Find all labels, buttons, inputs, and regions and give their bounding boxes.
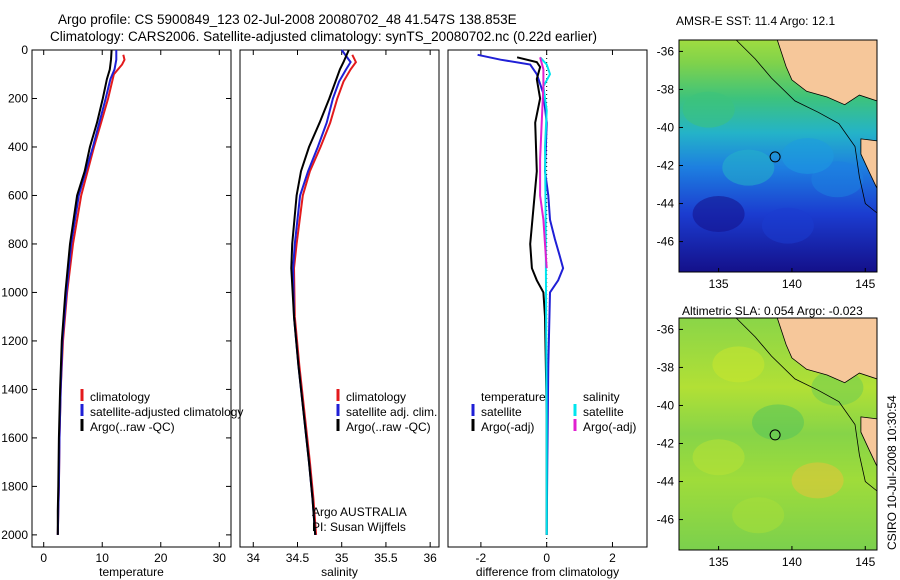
map-texture xyxy=(712,346,765,383)
legend-label: Argo(-adj) xyxy=(583,420,636,434)
map-x-tick-label: 140 xyxy=(782,277,802,291)
legend-label: Argo(..raw -QC) xyxy=(346,420,431,434)
land-tasmania xyxy=(860,138,878,189)
shelf-contour xyxy=(735,317,878,492)
map-y-tick-label: -44 xyxy=(657,197,675,211)
series-line xyxy=(539,56,552,535)
legend-label: Argo(-adj) xyxy=(481,420,534,434)
panel-frame-1 xyxy=(239,49,440,548)
map-y-tick-label: -42 xyxy=(657,437,675,451)
map-texture xyxy=(692,196,745,232)
y-tick-label: 600 xyxy=(8,188,28,202)
panel-frame-0 xyxy=(31,49,232,548)
x-tick-label: 10 xyxy=(96,551,110,565)
map-x-tick-label: 145 xyxy=(855,277,875,291)
map-texture xyxy=(752,404,804,441)
map-y-tick-label: -38 xyxy=(657,82,675,96)
x-tick-label: 36 xyxy=(423,551,437,565)
map-y-tick-label: -44 xyxy=(657,475,675,489)
y-tick-label: 400 xyxy=(8,140,28,154)
y-tick-label: 2000 xyxy=(1,528,28,542)
argo-location-marker xyxy=(769,429,781,441)
map-texture xyxy=(781,138,834,174)
x-axis-label: temperature xyxy=(99,565,164,579)
map-y-tick-label: -42 xyxy=(657,159,675,173)
map-texture xyxy=(732,497,785,534)
series-line xyxy=(516,56,548,535)
x-tick-label: 34 xyxy=(247,551,261,565)
series-line xyxy=(290,49,350,535)
map-x-tick-label: 145 xyxy=(855,555,875,569)
map-x-tick-label: 135 xyxy=(709,555,729,569)
legend-header-temperature: temperature xyxy=(481,390,546,404)
y-tick-label: 1600 xyxy=(1,431,28,445)
map-y-tick-label: -46 xyxy=(657,513,675,527)
map-texture xyxy=(692,439,745,476)
x-axis-label: salinity xyxy=(321,565,358,579)
map-y-tick-label: -36 xyxy=(657,44,675,58)
sst-map-title: AMSR-E SST: 11.4 Argo: 12.1 xyxy=(676,14,836,28)
legend-label: Argo(..raw -QC) xyxy=(90,420,175,434)
y-tick-label: 0 xyxy=(21,43,28,57)
map-x-tick-label: 140 xyxy=(782,555,802,569)
x-tick-label: 34.5 xyxy=(286,551,310,565)
x-tick-label: 2 xyxy=(609,551,616,565)
series-line xyxy=(477,53,565,535)
legend-header-salinity: salinity xyxy=(583,390,620,404)
map-texture xyxy=(811,161,864,198)
series-line xyxy=(56,49,113,535)
x-tick-label: 35 xyxy=(335,551,349,565)
sla-map-title: Altimetric SLA: 0.054 Argo: -0.023 xyxy=(682,304,863,318)
x-tick-label: -2 xyxy=(476,551,487,565)
legend-label: satellite-adjusted climatology xyxy=(90,405,243,419)
legend-label: satellite adj. clim. xyxy=(346,405,437,419)
legend-label: satellite xyxy=(583,405,624,419)
legend-label: climatology xyxy=(346,390,406,404)
map-texture xyxy=(761,207,814,244)
x-tick-label: 0 xyxy=(543,551,550,565)
y-tick-label: 1000 xyxy=(1,285,28,299)
x-tick-label: 30 xyxy=(213,551,227,565)
map-texture xyxy=(791,462,844,499)
map-texture xyxy=(682,91,735,128)
y-tick-label: 200 xyxy=(8,91,28,105)
x-tick-label: 20 xyxy=(154,551,168,565)
map-texture xyxy=(722,149,775,186)
y-tick-label: 1400 xyxy=(1,382,28,396)
map-frame-1 xyxy=(678,317,878,551)
legend-label: climatology xyxy=(90,390,150,404)
map-y-tick-label: -46 xyxy=(657,235,675,249)
map-frame-0 xyxy=(678,39,878,273)
y-tick-label: 1800 xyxy=(1,479,28,493)
x-tick-label: 35.5 xyxy=(374,551,398,565)
plot-title-line-1: Argo profile: CS 5900849_123 02-Jul-2008… xyxy=(58,12,517,27)
argo-location-marker xyxy=(769,151,781,163)
annotation-pi: PI: Susan Wijffels xyxy=(312,520,406,534)
map-x-tick-label: 135 xyxy=(709,277,729,291)
y-tick-label: 800 xyxy=(8,237,28,251)
y-tick-label: 1200 xyxy=(1,334,28,348)
map-y-tick-label: -40 xyxy=(657,120,675,134)
map-y-tick-label: -36 xyxy=(657,322,675,336)
shelf-contour xyxy=(735,39,878,214)
map-y-tick-label: -40 xyxy=(657,398,675,412)
annotation-argo: Argo AUSTRALIA xyxy=(312,505,407,519)
x-axis-label: difference from climatology xyxy=(476,565,619,579)
plot-title-line-2: Climatology: CARS2006. Satellite-adjuste… xyxy=(50,29,598,44)
x-tick-label: 0 xyxy=(40,551,47,565)
map-y-tick-label: -38 xyxy=(657,360,675,374)
land-tasmania xyxy=(860,416,878,467)
series-line xyxy=(539,57,548,269)
legend-label: satellite xyxy=(481,405,522,419)
